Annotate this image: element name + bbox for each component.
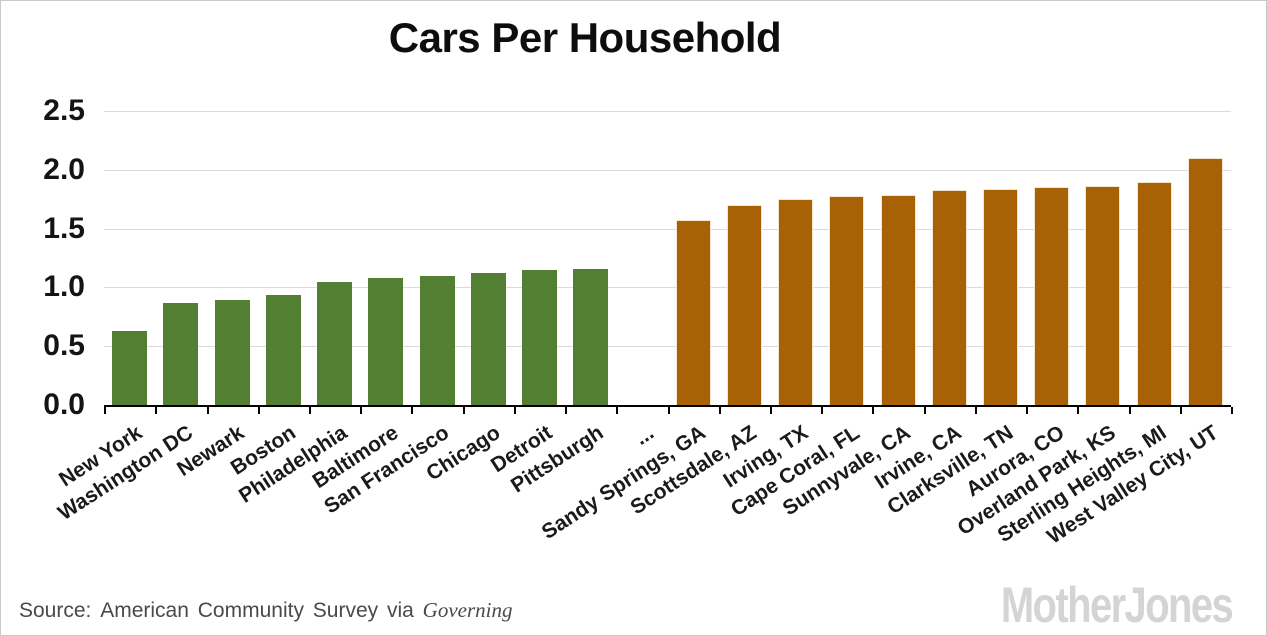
bar-pittsburgh — [573, 268, 609, 405]
x-label-ellipsis: ... — [631, 421, 659, 450]
gridline-0-5 — [104, 346, 1231, 348]
x-axis-tick — [718, 407, 721, 414]
y-axis-label-2-5: 2.5 — [43, 94, 85, 127]
bar-philadelphia — [317, 281, 352, 405]
x-axis-tick — [821, 407, 824, 414]
x-axis-tick — [462, 407, 465, 414]
source-label: Source: — [19, 599, 92, 622]
x-axis-tick — [923, 407, 926, 414]
bar-washington-dc — [163, 302, 199, 405]
bar-new-york — [112, 330, 148, 405]
bar-sterling-heights-mi — [1136, 181, 1172, 405]
x-axis-tick — [104, 407, 106, 414]
bar-irvine-ca — [931, 189, 967, 405]
x-axis-tick — [360, 407, 363, 414]
x-axis-tick — [513, 407, 516, 414]
y-axis-label-1-5: 1.5 — [43, 211, 85, 245]
bar-sandy-springs-ga — [675, 220, 711, 405]
bar-baltimore — [368, 278, 404, 405]
source-note: Source: American Community Survey via Go… — [19, 598, 512, 623]
x-axis-tick — [1128, 407, 1131, 414]
bar-aurora-co — [1034, 187, 1070, 405]
x-axis-tick — [667, 407, 670, 414]
bar-sunnyvale-ca — [880, 194, 916, 405]
x-axis-tick — [1231, 407, 1233, 414]
gridline-1-0 — [104, 287, 1231, 289]
bar-scottsdale-az — [726, 205, 762, 405]
bar-overland-park-ks — [1085, 186, 1121, 405]
x-axis-tick — [155, 407, 158, 414]
bar-chicago — [470, 273, 506, 405]
x-axis-tick — [565, 407, 567, 414]
chart-title: Cars Per Household — [388, 14, 782, 61]
bar-cape-coral-fl — [829, 195, 865, 405]
y-axis-label-1-0: 1.0 — [43, 270, 85, 304]
x-axis-tick — [411, 407, 414, 414]
x-axis-tick — [872, 407, 875, 414]
source-publication: Governing — [422, 598, 513, 622]
y-axis-label-0-5: 0.5 — [43, 329, 85, 363]
bar-newark — [214, 300, 250, 405]
y-axis-label-2-0: 2.0 — [43, 152, 85, 186]
gridline-1-5 — [104, 228, 1231, 230]
bar-detroit — [521, 269, 557, 405]
x-axis-tick — [308, 407, 311, 414]
bar-boston — [265, 294, 301, 405]
y-axis-label-0-0: 0.0 — [43, 388, 85, 421]
x-axis-tick — [616, 407, 619, 414]
bar-west-valley-city-ut — [1187, 158, 1223, 405]
gridline-2-5 — [104, 111, 1231, 112]
x-axis-tick — [1077, 407, 1080, 414]
x-axis-tick — [974, 407, 977, 414]
x-axis-tick — [257, 407, 260, 414]
bar-san-francisco — [419, 275, 455, 405]
x-axis-tick — [1179, 407, 1182, 414]
x-axis-tick — [206, 407, 209, 414]
gridline-2-0 — [104, 169, 1231, 171]
bar-clarksville-tn — [983, 188, 1018, 405]
source-text: American Community Survey via — [100, 599, 414, 622]
x-axis-tick — [770, 407, 772, 414]
motherjones-logo: MotherJones — [1000, 577, 1234, 633]
bar-irving-tx — [778, 199, 814, 405]
x-axis-tick — [1026, 407, 1029, 414]
x-axis-line — [104, 405, 1231, 407]
